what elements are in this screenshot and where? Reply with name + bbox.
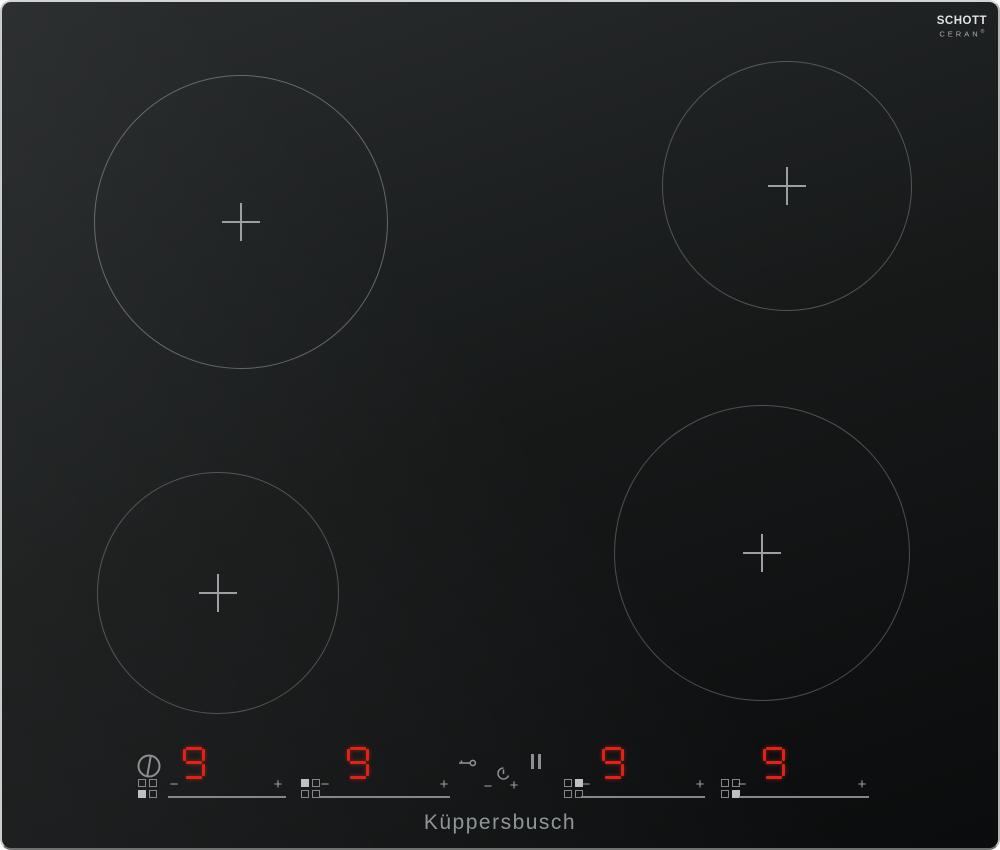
zone-indicator-front-left-icon bbox=[138, 779, 159, 800]
timer-minus-button[interactable]: − bbox=[483, 778, 493, 795]
power-slider-back-right[interactable] bbox=[581, 796, 705, 798]
cooking-zone-back-right bbox=[662, 61, 912, 311]
registered-mark: ® bbox=[980, 29, 985, 35]
power-slider-back-left[interactable] bbox=[320, 796, 450, 798]
zone-indicator-front-right-icon bbox=[721, 779, 742, 800]
zone-center-cross-icon bbox=[743, 534, 781, 572]
power-icon bbox=[137, 754, 161, 778]
child-lock-button[interactable] bbox=[458, 756, 478, 774]
cooking-zone-front-right bbox=[614, 405, 910, 701]
schott-logo-text: SCHOTT bbox=[936, 15, 987, 27]
timer-button[interactable] bbox=[496, 766, 511, 789]
zone-center-cross-icon bbox=[222, 203, 260, 241]
zone-indicator-back-left-icon bbox=[301, 779, 322, 800]
ceran-logo-text: CERAN® bbox=[939, 29, 985, 39]
key-icon bbox=[459, 759, 477, 767]
minus-button-front-left[interactable]: − bbox=[169, 776, 179, 793]
minus-button-back-left[interactable]: − bbox=[320, 776, 330, 793]
plus-button-back-right[interactable]: + bbox=[695, 776, 705, 793]
power-slider-front-left[interactable] bbox=[168, 796, 286, 798]
minus-button-back-right[interactable]: − bbox=[581, 776, 591, 793]
cooking-zone-back-left bbox=[94, 75, 388, 369]
power-button[interactable] bbox=[136, 752, 164, 785]
plus-button-back-left[interactable]: + bbox=[439, 776, 449, 793]
power-level-display-back-left bbox=[347, 747, 369, 779]
schott-ceran-logo: SCHOTT CERAN® bbox=[937, 15, 987, 40]
power-slider-front-right[interactable] bbox=[739, 796, 869, 798]
zone-center-cross-icon bbox=[199, 574, 237, 612]
pause-button[interactable] bbox=[531, 754, 543, 769]
pause-icon bbox=[538, 754, 541, 769]
minus-button-front-right[interactable]: − bbox=[737, 776, 747, 793]
plus-button-front-right[interactable]: + bbox=[857, 776, 867, 793]
timer-plus-button[interactable]: + bbox=[509, 777, 519, 794]
clock-icon bbox=[497, 767, 510, 780]
zone-center-cross-icon bbox=[768, 167, 806, 205]
power-level-display-back-right bbox=[602, 747, 624, 779]
pause-icon bbox=[531, 754, 534, 769]
zone-indicator-back-right-icon bbox=[564, 779, 585, 800]
power-level-display-front-right bbox=[763, 747, 785, 779]
plus-button-front-left[interactable]: + bbox=[273, 776, 283, 793]
manufacturer-logo-text: Küppersbusch bbox=[423, 811, 577, 834]
cooking-zone-front-left bbox=[97, 472, 339, 714]
power-level-display-front-left bbox=[183, 747, 205, 779]
